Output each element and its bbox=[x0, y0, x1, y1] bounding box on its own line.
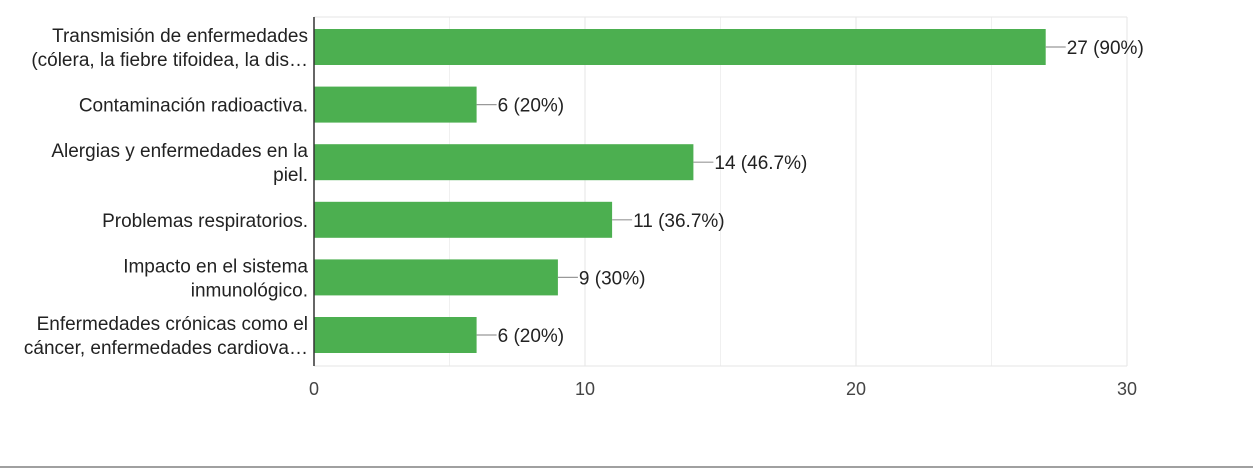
bar-6 bbox=[314, 317, 477, 353]
data-label-1: 27 (90%) bbox=[1067, 38, 1144, 59]
category-label-3-line-1: Alergias y enfermedades en la bbox=[51, 141, 308, 162]
data-label-2: 6 (20%) bbox=[498, 96, 565, 117]
bottom-divider bbox=[0, 466, 1253, 468]
bar-1 bbox=[314, 29, 1046, 65]
bar-4 bbox=[314, 201, 613, 238]
category-label-1-line-2: (cólera, la fiebre tifoidea, la dis… bbox=[31, 50, 308, 71]
category-label-6-line-1: Enfermedades crónicas como el bbox=[37, 314, 308, 335]
category-label-5-line-1: Impacto en el sistema bbox=[123, 256, 308, 277]
x-tick-label-0: 0 bbox=[309, 379, 319, 399]
x-tick-label-10: 10 bbox=[575, 379, 595, 399]
data-label-6: 6 (20%) bbox=[498, 326, 565, 347]
x-tick-label-30: 30 bbox=[1117, 379, 1137, 399]
category-label-2: Contaminación radioactiva. bbox=[79, 96, 308, 117]
category-label-6-line-2: cáncer, enfermedades cardiova… bbox=[24, 338, 308, 359]
bar-2 bbox=[314, 86, 477, 123]
x-tick-label-20: 20 bbox=[846, 379, 866, 399]
category-label-1-line-1: Transmisión de enfermedades bbox=[52, 26, 308, 47]
data-label-5: 9 (30%) bbox=[579, 268, 646, 289]
bar-3 bbox=[314, 144, 694, 181]
data-label-4: 11 (36.7%) bbox=[633, 211, 725, 232]
category-label-4: Problemas respiratorios. bbox=[102, 211, 308, 232]
category-label-3-line-2: piel. bbox=[273, 165, 308, 186]
bar-5 bbox=[314, 259, 558, 296]
data-label-3: 14 (46.7%) bbox=[714, 153, 807, 174]
category-label-5-line-2: inmunológico. bbox=[191, 280, 308, 301]
